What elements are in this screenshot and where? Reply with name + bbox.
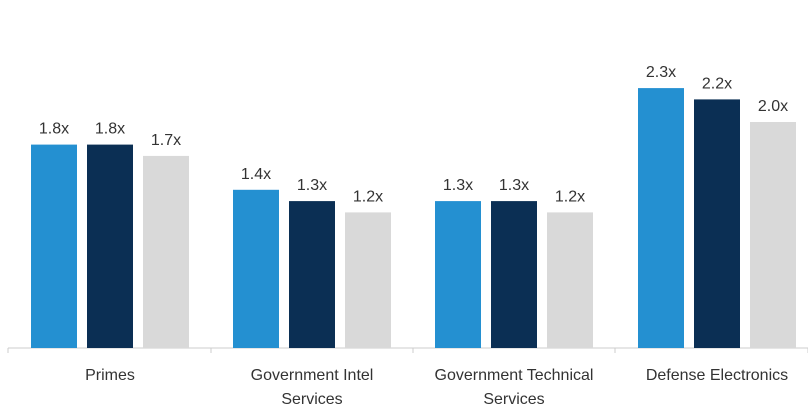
- category-label-line: Government Technical: [435, 367, 594, 384]
- category-label-line: Primes: [85, 367, 135, 384]
- bar: [87, 144, 133, 348]
- data-label: 1.2x: [353, 188, 383, 205]
- data-label: 1.3x: [443, 177, 473, 194]
- bar: [289, 201, 335, 348]
- data-label: 1.4x: [241, 166, 271, 183]
- bar: [638, 88, 684, 348]
- data-label: 1.7x: [151, 132, 181, 149]
- data-label: 1.8x: [39, 121, 69, 138]
- bar: [31, 144, 77, 348]
- bar: [143, 155, 189, 348]
- category-label-line: Services: [281, 391, 342, 408]
- category-label-line: Defense Electronics: [646, 367, 788, 384]
- bar: [750, 122, 796, 348]
- category-label: Government Technical Services: [435, 367, 594, 408]
- category-label: Government Intel Services: [251, 367, 374, 408]
- bar: [435, 201, 481, 348]
- category-label: Defense Electronics: [646, 367, 788, 384]
- bar: [694, 99, 740, 349]
- data-label: 1.3x: [297, 177, 327, 194]
- data-label: 2.0x: [758, 98, 788, 115]
- category-label: Primes: [85, 367, 135, 384]
- data-label: 1.2x: [555, 188, 585, 205]
- data-label: 2.2x: [702, 75, 732, 92]
- bar: [345, 212, 391, 348]
- category-label-line: Services: [483, 391, 544, 408]
- category-label-line: Government Intel: [251, 367, 374, 384]
- bar: [547, 212, 593, 348]
- bar: [233, 189, 279, 348]
- data-label: 1.8x: [95, 121, 125, 138]
- bar: [491, 201, 537, 348]
- data-label: 2.3x: [646, 64, 676, 81]
- data-label: 1.3x: [499, 177, 529, 194]
